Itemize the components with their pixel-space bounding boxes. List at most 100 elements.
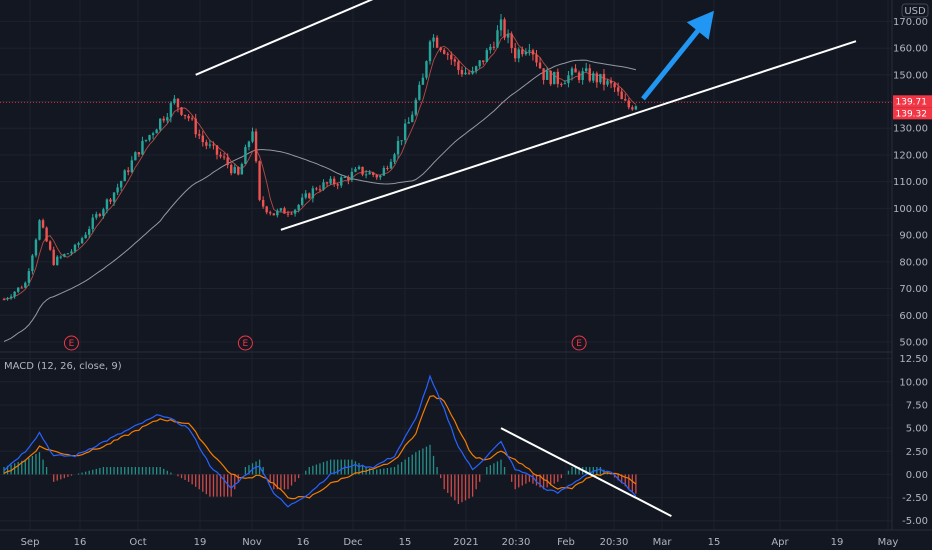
candle-body — [272, 213, 275, 216]
time-tick-label: 16 — [74, 537, 87, 548]
candle-body — [41, 220, 45, 228]
candle-body — [308, 193, 311, 199]
candle-body — [368, 172, 371, 175]
candle-body — [471, 70, 474, 74]
time-tick-label: Nov — [242, 537, 262, 548]
candle-body — [304, 193, 307, 198]
candle-body — [510, 33, 513, 49]
currency-badge-box — [901, 3, 929, 18]
candle-body — [634, 106, 638, 110]
candle-body — [38, 220, 41, 240]
candle-body — [340, 177, 343, 186]
earnings-marker-label: E — [576, 339, 582, 349]
candle-body — [407, 122, 410, 124]
price-badge-label: 139.71 — [896, 97, 928, 107]
macd-tick-label: 10.00 — [899, 377, 928, 388]
candle-body — [478, 60, 481, 67]
candle-body — [59, 256, 62, 258]
channel-trendlines[interactable] — [195, 0, 857, 231]
candle-body — [98, 214, 102, 216]
time-scale[interactable]: Sep 16 Oct 19 Nov 16 Dec 15 2021 20:30 Feb 20:30 Mar… — [0, 529, 932, 548]
moving-average-long — [3, 59, 637, 342]
candle-body — [379, 175, 382, 178]
candle-body — [425, 61, 428, 78]
candle-body — [499, 19, 503, 31]
candle-body — [230, 164, 233, 174]
candle-body — [506, 33, 510, 38]
candle-body — [73, 244, 77, 252]
candle-body — [443, 50, 446, 54]
candle-body — [446, 53, 449, 55]
candle-body — [162, 118, 165, 121]
candle-body — [283, 208, 286, 214]
macd-line — [3, 374, 637, 508]
candle-body — [439, 47, 442, 51]
currency-badge[interactable]: USD — [901, 3, 929, 18]
candle-body — [609, 80, 613, 84]
candle-body — [66, 253, 70, 255]
candle-body — [563, 83, 567, 85]
candle-body — [482, 60, 485, 62]
channel-trendline[interactable] — [280, 40, 857, 231]
candle-body — [17, 287, 20, 292]
candle-body — [151, 133, 155, 136]
time-tick-label: 19 — [831, 537, 844, 548]
candle-body — [375, 174, 378, 178]
macd-resistance-trendline[interactable] — [500, 427, 672, 517]
candle-body — [411, 114, 414, 123]
candle-body — [545, 70, 549, 80]
price-scale[interactable]: 50.00 60.00 70.00 80.00 90.00 100.00 110.00 120… — [891, 0, 932, 530]
candle-body — [198, 134, 201, 136]
candle-body — [190, 118, 194, 120]
candle-body — [620, 91, 623, 100]
candle-body — [215, 145, 219, 155]
candle-body — [13, 291, 16, 297]
candle-body — [567, 75, 570, 84]
candle-body — [382, 167, 386, 176]
candle-body — [343, 176, 346, 178]
up-arrow-shape[interactable] — [641, 10, 714, 101]
candle-body — [354, 168, 357, 172]
candle-body — [56, 256, 59, 265]
candle-body — [421, 77, 425, 85]
macd-trendline[interactable] — [500, 427, 672, 517]
price-tick-label: 70.00 — [899, 284, 928, 295]
candle-body — [450, 54, 453, 60]
candle-body — [254, 131, 258, 162]
macd-tick-label: 5.00 — [906, 424, 928, 435]
candle-body — [130, 160, 133, 173]
candle-body — [301, 197, 304, 205]
price-tick-label: 150.00 — [893, 70, 928, 81]
candle-body — [24, 282, 27, 288]
candle-body — [318, 189, 322, 191]
candle-body — [553, 71, 556, 85]
candle-body — [265, 206, 268, 213]
macd-pane[interactable]: MACD (12, 26, close, 9) — [3, 361, 672, 517]
macd-indicator-title[interactable]: MACD (12, 26, close, 9) — [4, 361, 122, 372]
price-tick-label: 50.00 — [899, 337, 928, 348]
price-tick-label: 80.00 — [899, 257, 928, 268]
candle-body — [457, 61, 460, 70]
candle-body — [535, 54, 538, 63]
up-arrow-drawing[interactable] — [641, 10, 714, 101]
candle-body — [187, 116, 190, 119]
time-tick-label: Oct — [129, 537, 146, 548]
candle-body — [183, 114, 187, 117]
candle-body — [595, 73, 599, 83]
channel-trendline[interactable] — [195, 0, 594, 76]
currency-label: USD — [904, 6, 926, 17]
candle-body — [372, 172, 375, 175]
grid-lines — [0, 0, 892, 530]
candle-body — [521, 49, 524, 55]
candle-body — [364, 174, 368, 176]
candle-body — [613, 83, 616, 88]
candle-body — [9, 296, 13, 299]
price-tick-label: 110.00 — [893, 177, 928, 188]
candle-body — [169, 103, 173, 118]
candle-body — [588, 68, 591, 81]
candle-body — [297, 204, 300, 210]
time-tick-label: Feb — [557, 537, 575, 548]
candle-body — [393, 154, 396, 162]
